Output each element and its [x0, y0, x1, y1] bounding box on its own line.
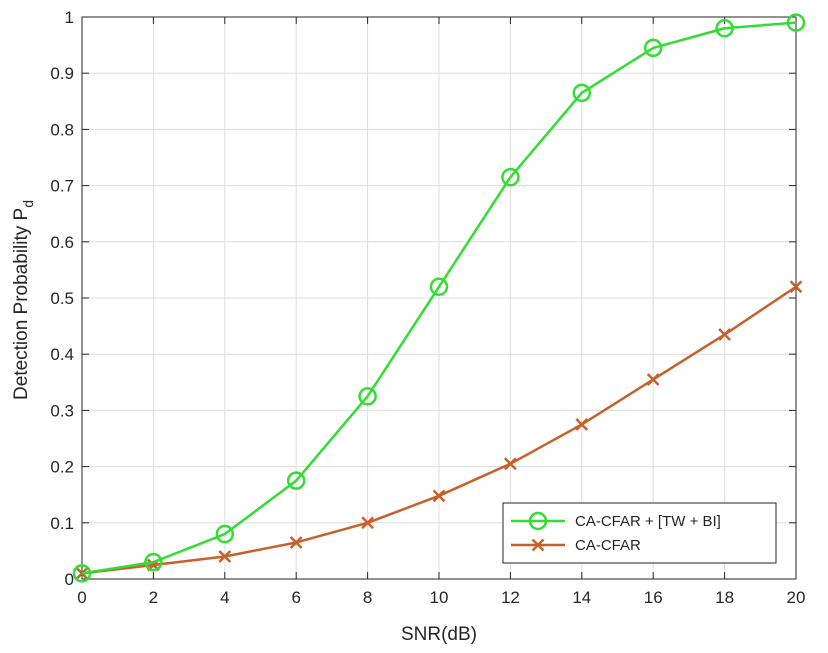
y-axis-label: Detection Probability Pd [11, 200, 36, 400]
grid [81, 16, 797, 580]
y-tick-label: 0.5 [50, 289, 74, 308]
x-tick-label: 6 [291, 588, 300, 607]
data-point [289, 536, 303, 549]
data-point [715, 18, 734, 38]
x-tick-label: 12 [501, 588, 520, 607]
data-point [501, 167, 520, 187]
y-tick-label: 0 [65, 570, 74, 589]
legend-marker [528, 511, 548, 531]
legend-label: CA-CFAR + [TW + BI] [575, 513, 721, 530]
y-tick-label: 0.1 [50, 514, 74, 533]
data-point [718, 328, 731, 341]
legend-entry: CA-CFAR + [TW + BI] [511, 511, 721, 531]
y-tick-label: 0.9 [50, 64, 74, 83]
x-tick-label: 2 [149, 588, 158, 607]
y-tick-label: 1 [65, 8, 74, 27]
legend-marker [531, 538, 545, 552]
y-tick-label: 0.4 [50, 345, 74, 364]
y-tick-label: 0.7 [50, 177, 74, 196]
series-ca-cfar-tw-bi [72, 13, 806, 583]
legend-box [502, 502, 777, 564]
y-axis-label-main: Detection Probability P [11, 208, 32, 400]
legend-label: CA-CFAR [575, 537, 641, 554]
y-axis-label-subscript: d [20, 200, 36, 208]
series-line [81, 21, 797, 575]
data-point [286, 471, 306, 490]
tick-labels: 0 2 4 6 8 10 12 14 16 18 20 0 0.1 0.2 0.3 0.4 0.5 0.6 0.7 0… [50, 8, 805, 607]
x-tick-label: 16 [644, 588, 663, 607]
data-point [358, 387, 377, 406]
x-tick-label: 20 [787, 588, 806, 607]
y-tick-label: 0.6 [50, 233, 74, 252]
x-tick-label: 10 [430, 588, 449, 607]
x-tick-label: 18 [715, 588, 734, 607]
x-tick-label: 4 [220, 588, 229, 607]
x-tick-label: 8 [363, 588, 372, 607]
data-point [572, 83, 592, 103]
data-point [144, 552, 163, 572]
data-point [361, 516, 374, 530]
data-point [429, 277, 449, 297]
x-tick-label: 0 [77, 588, 86, 607]
data-point [432, 489, 446, 503]
data-point [215, 524, 235, 544]
legend: CA-CFAR + [TW + BI] CA-CFAR [502, 502, 777, 564]
y-tick-label: 0.8 [50, 120, 74, 139]
x-axis-label: SNR(dB) [401, 624, 477, 645]
data-point [72, 564, 92, 583]
y-tick-label: 0.3 [50, 401, 74, 420]
x-tick-label: 14 [572, 588, 591, 607]
data-point [646, 373, 660, 386]
data-point [786, 13, 806, 32]
data-point [218, 550, 232, 563]
data-point [643, 38, 663, 58]
data-point [789, 280, 803, 294]
series [72, 13, 806, 583]
data-point [504, 457, 517, 471]
axes [81, 16, 797, 580]
legend-entry: CA-CFAR [511, 537, 641, 554]
y-tick-label: 0.2 [50, 458, 74, 477]
data-point [575, 418, 589, 431]
